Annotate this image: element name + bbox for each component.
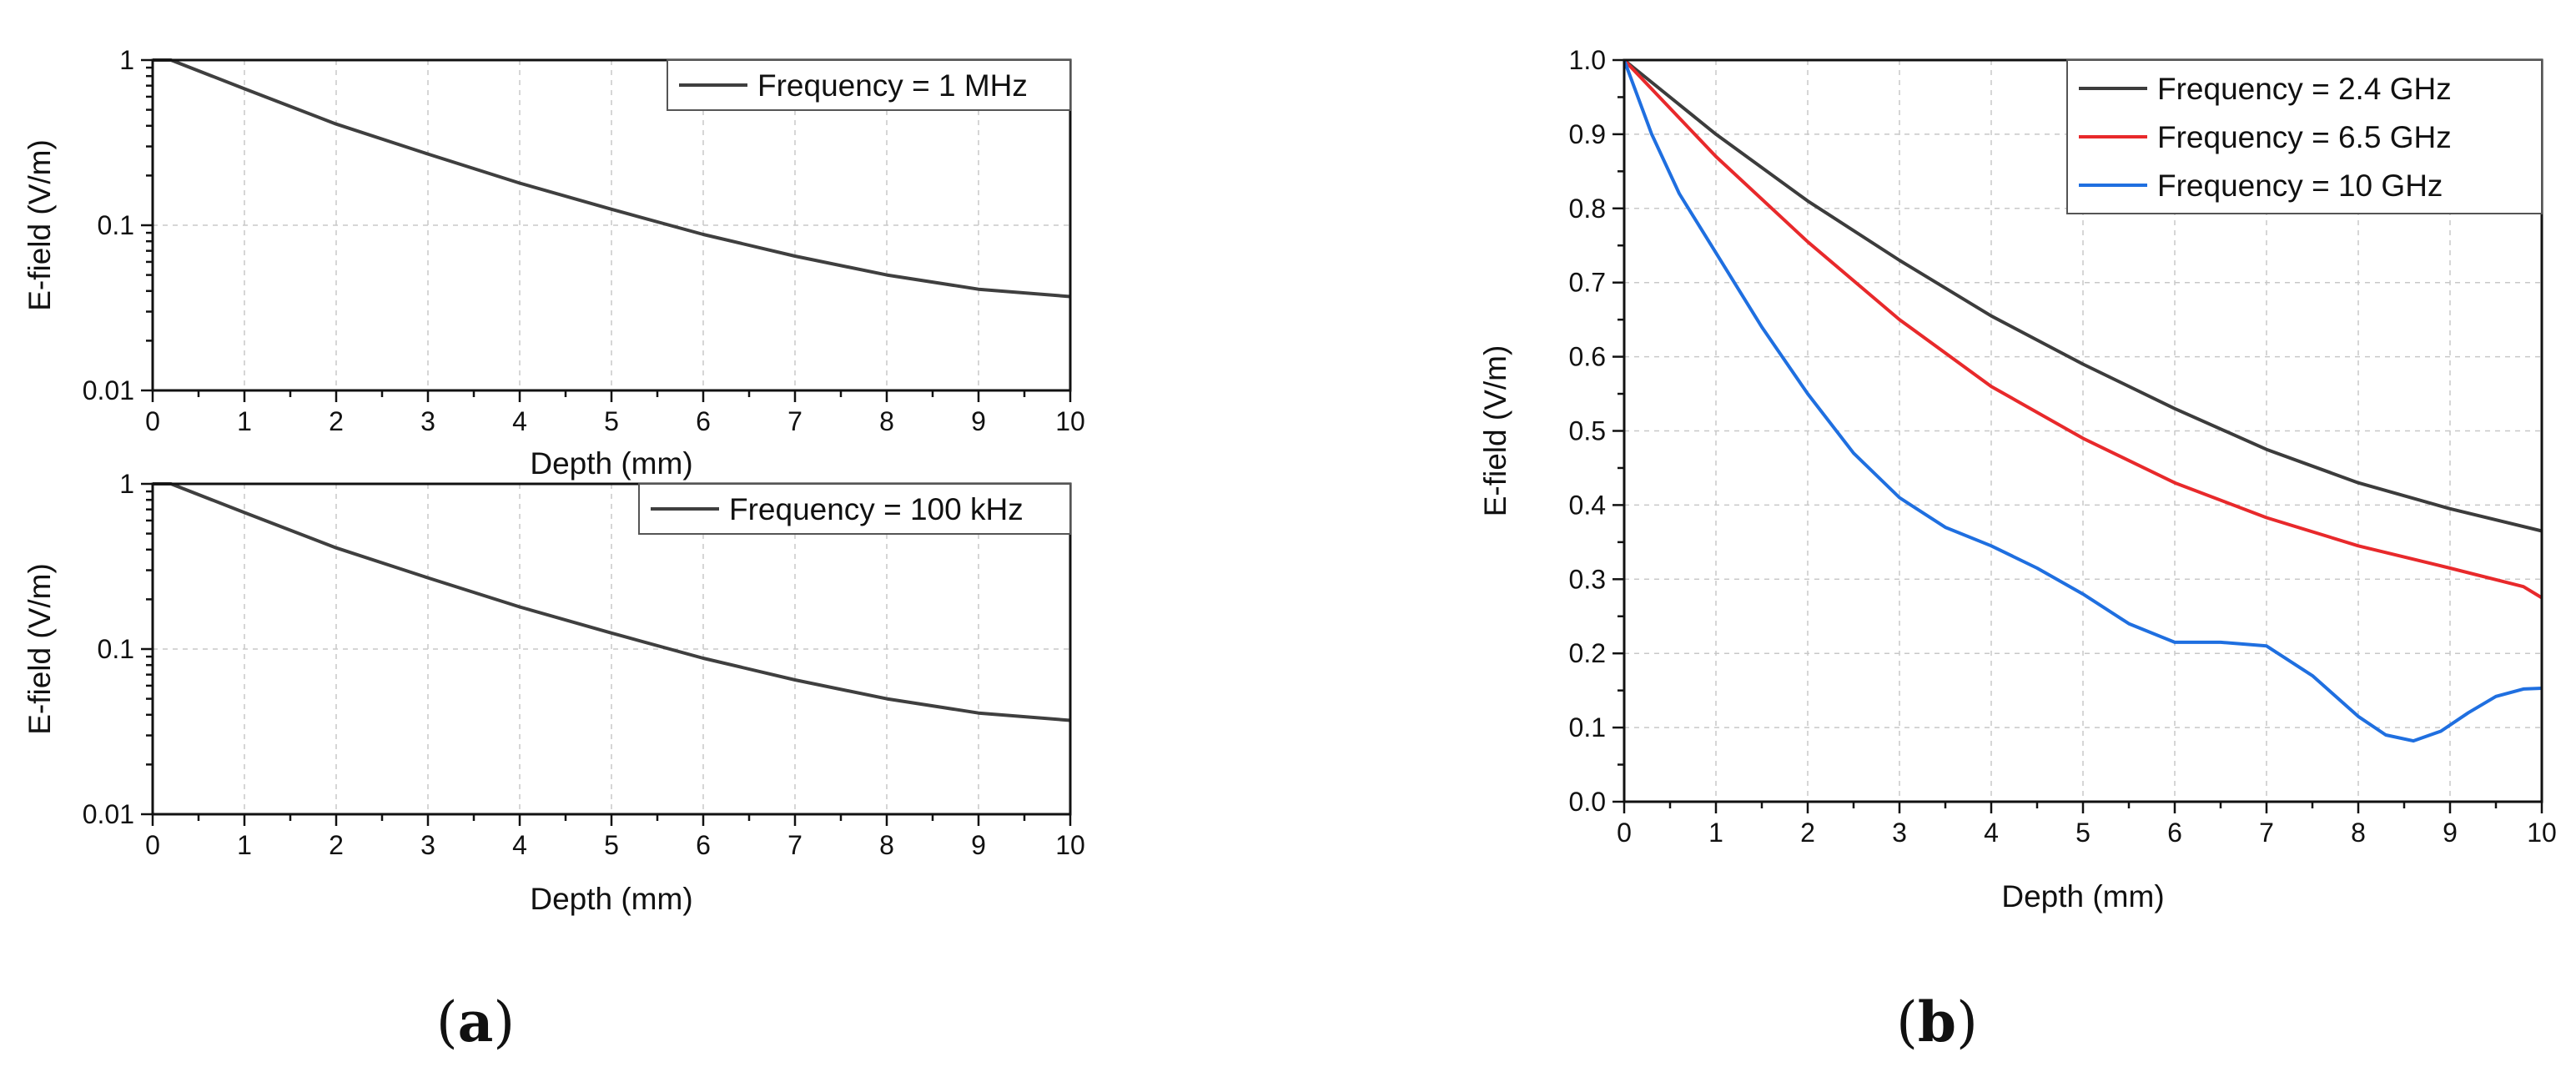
x-tick-label: 3 [420, 406, 435, 436]
panel-label-b: (b) [1896, 989, 1978, 1054]
x-tick-label: 3 [1892, 818, 1907, 848]
x-tick-label: 8 [879, 830, 894, 860]
legend-label-1: Frequency = 6.5 GHz [2157, 120, 2452, 154]
y-tick-label: 1.0 [1569, 45, 1606, 75]
x-tick-label: 10 [2527, 818, 2557, 848]
x-tick-label: 9 [971, 406, 986, 436]
x-tick-label: 10 [1055, 830, 1085, 860]
x-tick-label: 9 [2443, 818, 2458, 848]
series-line-0 [153, 482, 1071, 722]
x-tick-label: 1 [237, 830, 252, 860]
x-tick-label: 1 [237, 406, 252, 436]
x-tick-label: 5 [604, 406, 619, 436]
x-tick-label: 5 [2075, 818, 2090, 848]
series-line-0 [153, 58, 1071, 299]
chart-panel-a-bottom: 0 1 2 3 4 5 6 7 8 9 10 0.01 0.1 1 Depth (mm) E-field (V… [23, 469, 1085, 916]
series-line-2 [1623, 59, 2543, 743]
chart-panel-a-top: 0 1 2 3 4 5 6 7 8 9 10 0.01 0.1 1 Depth (mm) E-field (V… [23, 45, 1085, 481]
series-line-0 [1623, 58, 2543, 533]
x-tick-label: 9 [971, 830, 986, 860]
y-axis-label: E-field (V/m) [1478, 345, 1512, 517]
y-tick-label: 0.3 [1569, 564, 1606, 594]
x-axis-label: Depth (mm) [2001, 879, 2164, 913]
legend-label-2: Frequency = 10 GHz [2157, 169, 2443, 203]
x-tick-label: 7 [787, 830, 802, 860]
chart-panel-b: 0 1 2 3 4 5 6 7 8 9 10 0.0 0.1 0.2 0.3 0.4 0.5 0.6 0.7 0.8 0… [1478, 45, 2557, 913]
x-tick-label: 7 [787, 406, 802, 436]
panel-label-a: (a) [436, 989, 515, 1054]
x-tick-label: 0 [145, 830, 160, 860]
y-tick-label: 0.5 [1569, 416, 1606, 446]
y-tick-label: 0.7 [1569, 268, 1606, 298]
y-tick-label: 0.8 [1569, 194, 1606, 224]
x-axis-label: Depth (mm) [530, 882, 692, 916]
x-tick-label: 8 [879, 406, 894, 436]
x-tick-label: 3 [420, 830, 435, 860]
legend-label-0: Frequency = 1 MHz [757, 68, 1028, 103]
x-tick-label: 2 [329, 830, 344, 860]
x-tick-label: 2 [329, 406, 344, 436]
x-tick-label: 6 [2167, 818, 2182, 848]
x-tick-label: 8 [2351, 818, 2366, 848]
x-tick-label: 1 [1708, 818, 1723, 848]
y-tick-label: 0.9 [1569, 119, 1606, 149]
x-tick-label: 7 [2259, 818, 2274, 848]
x-tick-label: 0 [1617, 818, 1632, 848]
y-tick-label: 0.6 [1569, 342, 1606, 372]
x-tick-label: 4 [1984, 818, 1999, 848]
y-tick-label: 0.01 [83, 799, 134, 829]
y-axis-label: E-field (V/m) [23, 563, 57, 735]
legend-label-0: Frequency = 2.4 GHz [2157, 72, 2452, 106]
y-tick-label: 1 [119, 469, 134, 499]
x-tick-label: 6 [696, 406, 711, 436]
y-tick-label: 0.0 [1569, 787, 1606, 817]
x-tick-label: 10 [1055, 406, 1085, 436]
y-tick-label: 0.1 [98, 634, 134, 664]
plot-frame [151, 58, 1072, 392]
y-tick-label: 0.1 [1569, 712, 1606, 742]
x-tick-label: 6 [696, 830, 711, 860]
x-tick-label: 2 [1800, 818, 1815, 848]
y-axis-label: E-field (V/m) [23, 139, 57, 311]
x-axis-label: Depth (mm) [530, 446, 692, 481]
y-tick-label: 1 [119, 45, 134, 75]
x-tick-label: 0 [145, 406, 160, 436]
series-line-1 [1623, 58, 2543, 600]
x-tick-label: 4 [512, 830, 527, 860]
legend-label-0: Frequency = 100 kHz [729, 492, 1024, 526]
y-tick-label: 0.4 [1569, 490, 1606, 520]
x-tick-label: 5 [604, 830, 619, 860]
y-tick-label: 0.2 [1569, 638, 1606, 668]
y-tick-label: 0.01 [83, 375, 134, 405]
plot-frame [151, 482, 1072, 816]
x-tick-label: 4 [512, 406, 527, 436]
y-tick-label: 0.1 [98, 210, 134, 240]
